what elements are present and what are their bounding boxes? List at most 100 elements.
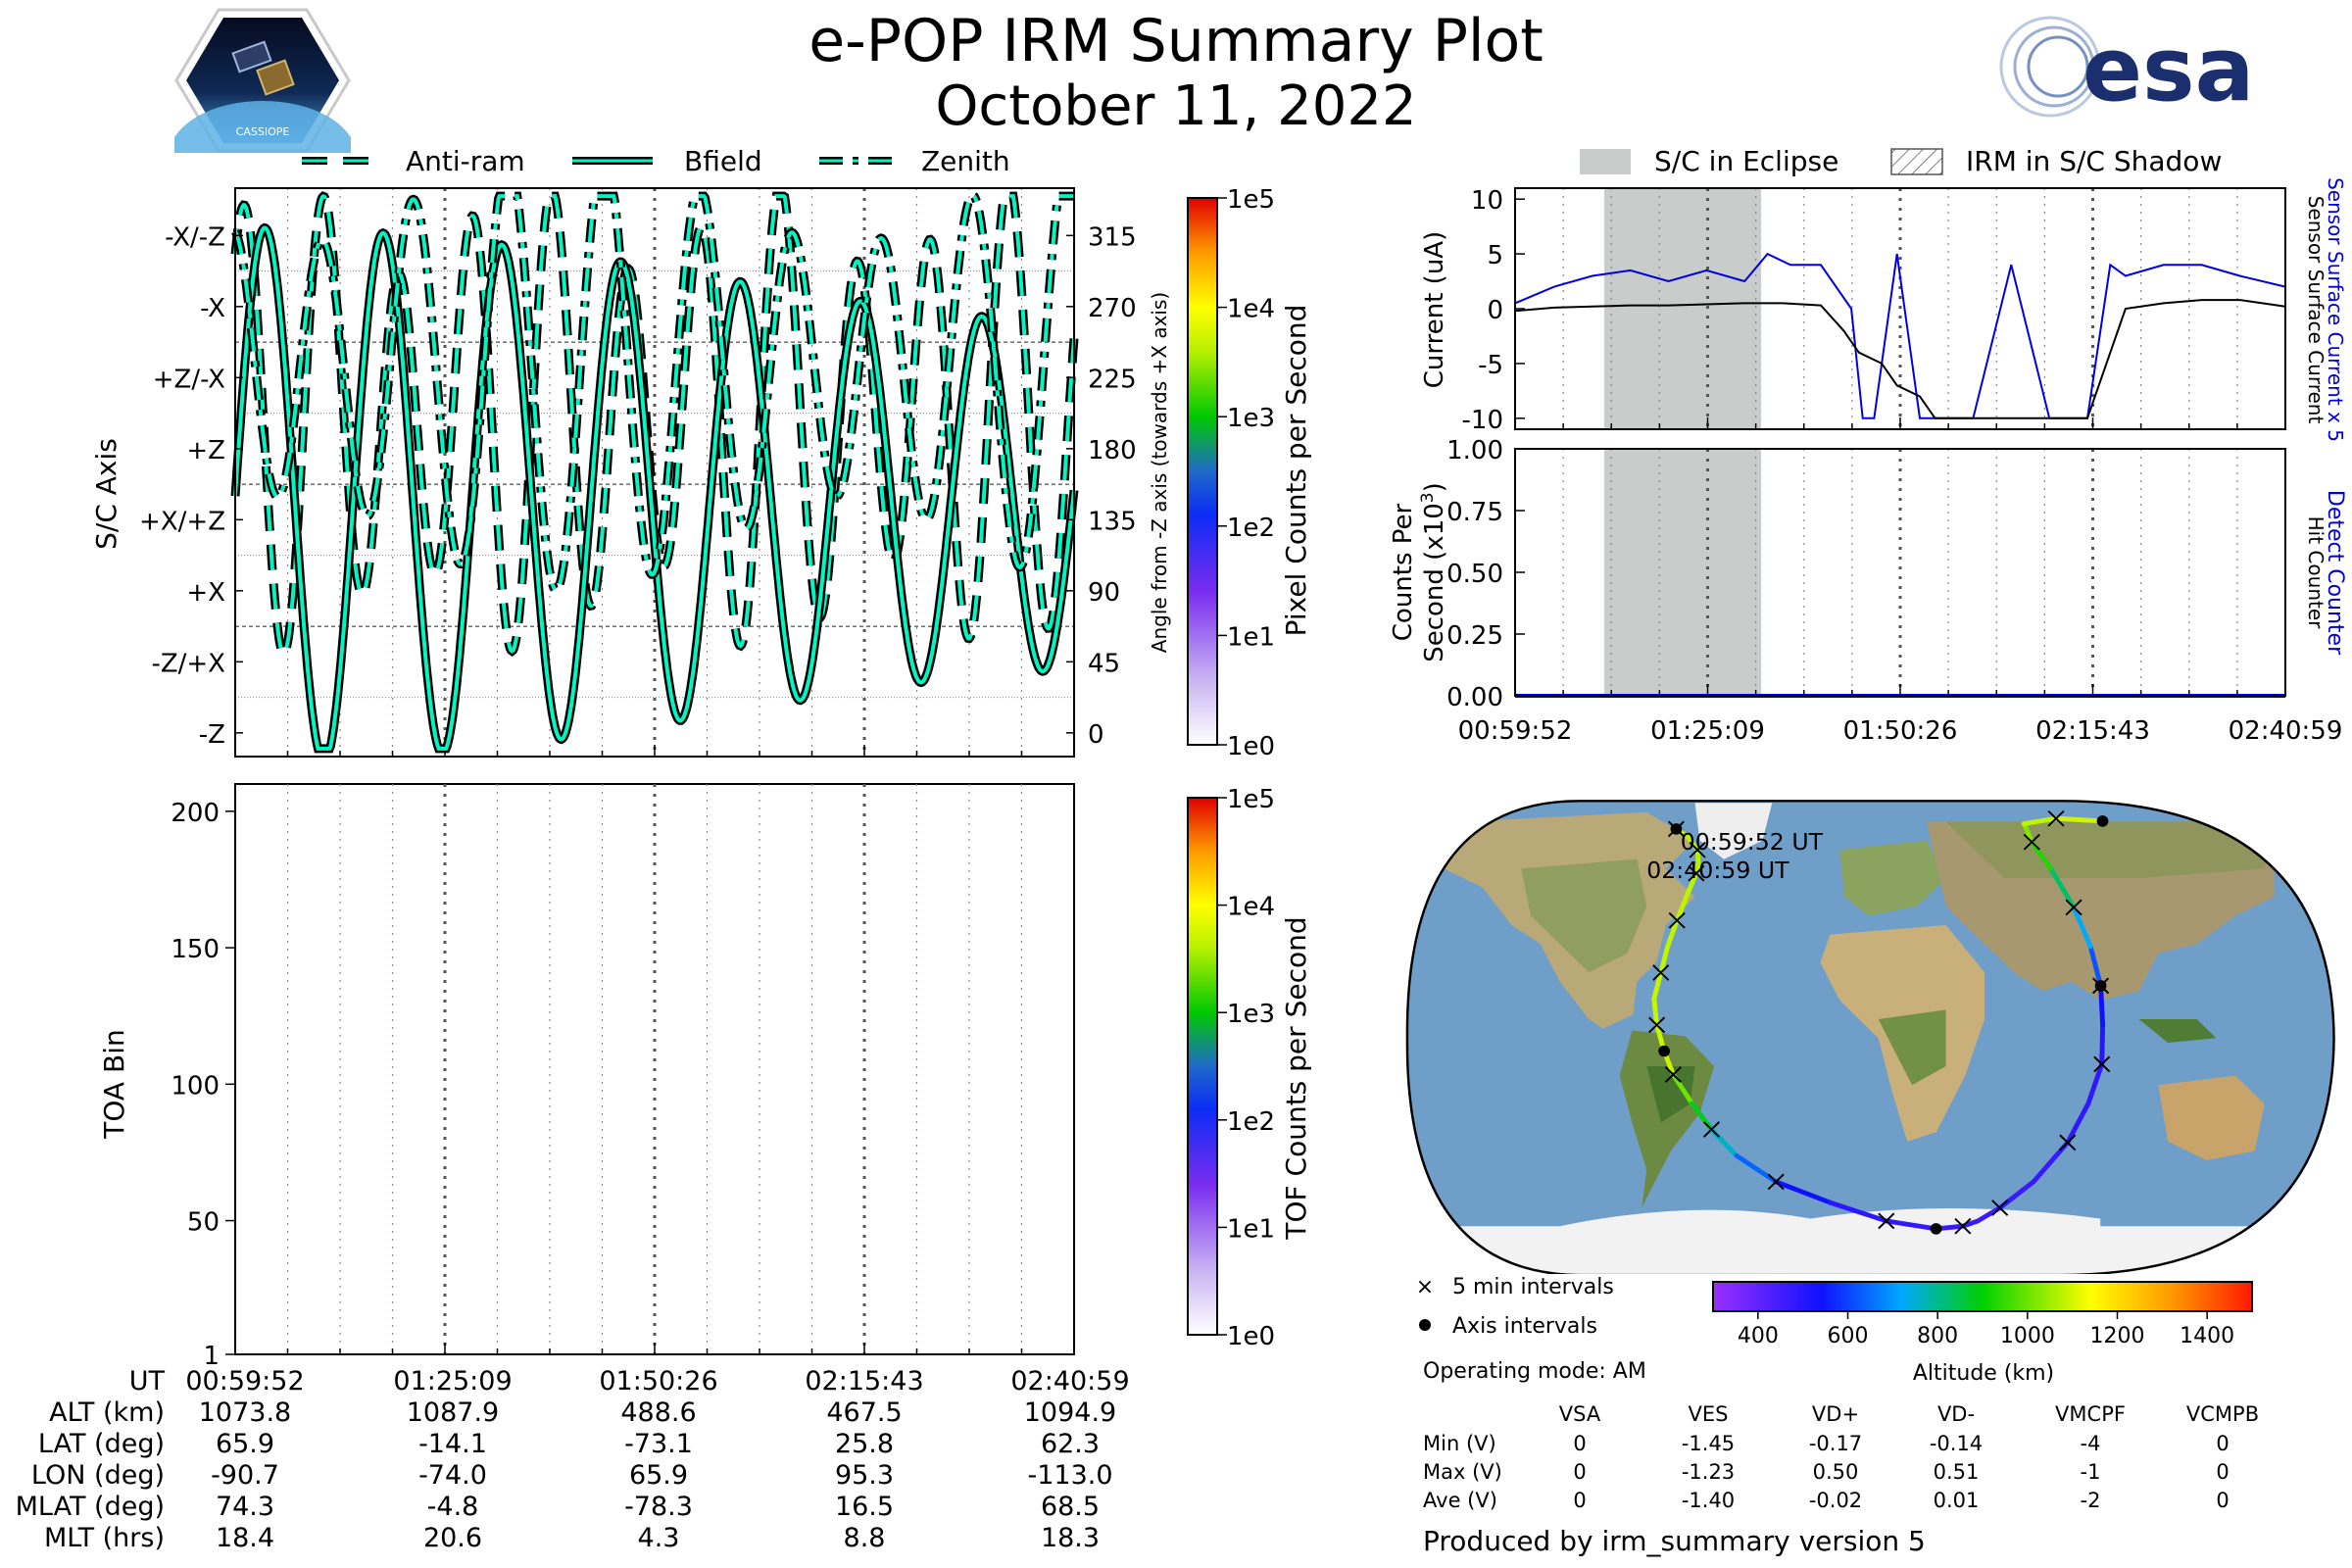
legend-eclipse: S/C in Eclipse [1654, 145, 1838, 177]
five-min-marker [1688, 864, 1705, 882]
counts-plot [1514, 449, 2286, 698]
angle-tick: 180 [1088, 436, 1137, 466]
detect-counter-label: Detect Counter [2323, 490, 2347, 656]
eph-cell: 65.9 [216, 1429, 274, 1459]
cassiope-logo: CASSIOPE [174, 8, 351, 153]
toa-tick-label: 200 [171, 799, 220, 828]
sc-axis-tick: +Z/-X [153, 365, 225, 394]
colorbar-tick-label: 1e2 [1227, 1107, 1275, 1137]
angle-tick: 135 [1088, 507, 1137, 536]
axis-interval-marker [1670, 823, 1683, 835]
sc-axis-tick: -X [200, 294, 225, 323]
eph-cell: 95.3 [835, 1460, 894, 1491]
eph-row-label: UT [129, 1366, 166, 1396]
colorbar-tick-label: 1e4 [1227, 893, 1275, 922]
toa-ylabel: TOA Bin [98, 1029, 130, 1139]
dot-marker-icon [1419, 1319, 1431, 1331]
eph-cell: 467.5 [826, 1397, 902, 1428]
hit-counter-label: Hit Counter [2304, 516, 2328, 629]
colorbar-tick-label: 1e5 [1227, 785, 1275, 814]
eph-row-label: MLT (hrs) [44, 1523, 165, 1553]
track-segment [2065, 1101, 2091, 1146]
eph-cell: 25.8 [835, 1429, 894, 1459]
sc-axis-tick: -Z [199, 720, 225, 750]
toa-tick-label: 100 [171, 1071, 220, 1101]
five-min-marker [1664, 1066, 1682, 1083]
volt-cell: 0.51 [1934, 1460, 1980, 1484]
eph-row-label: ALT (km) [49, 1397, 165, 1428]
map-legend-area: × 5 min intervals Axis intervals Operati… [1416, 1275, 2259, 1557]
eph-cell: -90.7 [211, 1460, 279, 1491]
time-tick-label: 00:59:52 [1458, 716, 1573, 746]
five-min-marker [1878, 1212, 1895, 1230]
altitude-ticks: 400 600 800 1000 1200 1400 [1738, 1311, 2234, 1348]
alt-tick-label: 1400 [2180, 1324, 2234, 1348]
colorbar-tick-label: 1e0 [1227, 732, 1275, 761]
volt-header: VSA [1559, 1402, 1601, 1426]
track-segment [1658, 944, 1671, 975]
axis-interval-marker [1658, 1045, 1671, 1057]
track-segment [1651, 996, 1660, 1028]
current-tick-label: 5 [1487, 241, 1503, 270]
eph-cell: 01:50:26 [599, 1366, 717, 1396]
track-segment [1685, 870, 1699, 897]
alt-tick-label: 600 [1828, 1324, 1869, 1348]
counts-tick-label: 0.50 [1446, 560, 1503, 589]
track-segment [1670, 1072, 1694, 1106]
zenith-trace [233, 194, 1074, 593]
volt-header: VD+ [1812, 1402, 1859, 1426]
tof-colorbar-label: TOF Counts per Second [1280, 916, 1312, 1240]
pixel-colorbar [1187, 197, 1218, 746]
five-min-marker [2065, 899, 2082, 916]
counts-tick-label: 1.00 [1446, 436, 1503, 466]
eph-cell: -74.0 [418, 1460, 487, 1491]
legend-5min: 5 min intervals [1452, 1275, 1614, 1299]
legend-zenith: Zenith [921, 145, 1010, 177]
eph-cell: -73.1 [624, 1429, 693, 1459]
colorbar-tick-label: 1e3 [1227, 404, 1275, 433]
eph-cell: 20.6 [423, 1523, 482, 1553]
volt-cell: -1.23 [1682, 1460, 1735, 1484]
sc-axis-tick: +X [186, 578, 225, 608]
voltage-table: VSA VES VD+ VD- VMCPF VCMPB Min (V) 0 -1.45 -0.17… [1423, 1402, 2259, 1512]
sensor-current-line [1514, 299, 2286, 419]
track-segment [1665, 917, 1680, 950]
sc-axis-tick: +Z [186, 436, 225, 466]
legend-shadow-swatch [1890, 148, 1943, 175]
track-segment [2087, 944, 2104, 989]
track-segment [2085, 1061, 2105, 1106]
five-min-marker [1648, 1016, 1666, 1034]
colorbar-tick-label: 1e1 [1227, 622, 1275, 652]
volt-cell: -1 [2081, 1460, 2101, 1484]
five-min-marker [1689, 841, 1706, 858]
toa-tick-label: 50 [187, 1208, 220, 1238]
eph-cell: 1087.9 [407, 1397, 499, 1428]
volt-cell: 0 [1573, 1489, 1586, 1512]
sensor-current-x5-label: Sensor Surface Current x 5 [2324, 177, 2347, 442]
volt-cell: 0.50 [1813, 1460, 1859, 1484]
eclipse-band [1603, 449, 1762, 696]
eph-row-label: LON (deg) [31, 1460, 165, 1491]
operating-mode: Operating mode: AM [1423, 1359, 1646, 1384]
volt-row-label: Max (V) [1423, 1460, 1502, 1484]
colorbar-tick-label: 1e4 [1227, 295, 1275, 324]
eph-cell: 00:59:52 [185, 1366, 304, 1396]
track-segment [1828, 1200, 1889, 1224]
toa-yticks: 200 150 100 50 1 [171, 799, 235, 1371]
pixel-colorbar-ticks: 1e5 1e4 1e3 1e2 1e1 1e0 [1217, 185, 1275, 761]
alt-tick-label: 1000 [2000, 1324, 2055, 1348]
angle-tick: 45 [1088, 649, 1120, 678]
toa-grid [234, 784, 1075, 1354]
volt-cell: 0 [1573, 1460, 1586, 1484]
orbit-track [1648, 809, 2111, 1235]
alt-tick-label: 800 [1917, 1324, 1958, 1348]
eph-row-label: MLAT (deg) [16, 1492, 165, 1522]
counts-yticks: 1.00 0.75 0.50 0.25 0.00 [1446, 436, 1525, 712]
ephemeris-table: UT 00:59:52 01:25:09 01:50:26 02:15:43 02:40:… [16, 1366, 1130, 1553]
angle-tick: 90 [1088, 578, 1120, 608]
axis-left-ticks: -X/-Z -X +Z/-X +Z +X/+Z +X -Z/+X -Z [139, 222, 243, 750]
five-min-marker [2047, 809, 2065, 827]
axis-interval-marker [2094, 980, 2107, 992]
sc-axis-ylabel: S/C Axis [90, 438, 122, 550]
